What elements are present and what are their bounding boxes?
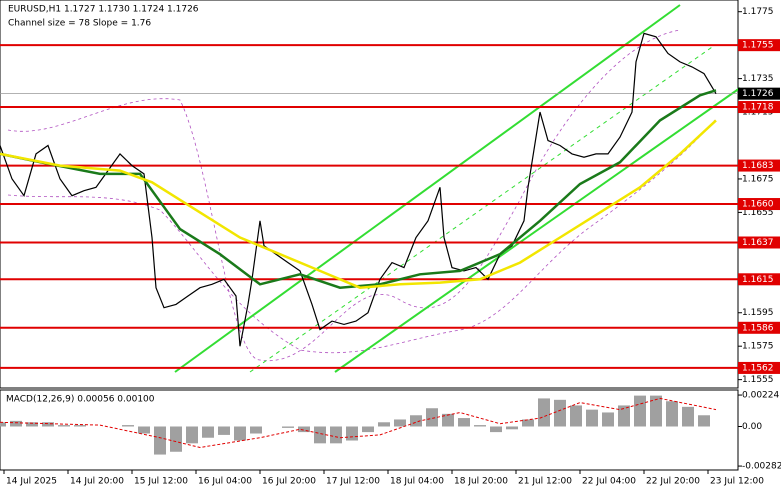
macd-bar: [42, 422, 54, 427]
chart-subtitle: Channel size = 78 Slope = 1.76: [8, 19, 151, 29]
band-lower: [7, 119, 716, 354]
level-label: 1.1683: [742, 161, 774, 171]
y-tick-label: -0.00282: [742, 462, 781, 472]
channel-upper: [174, 4, 681, 373]
macd-bar: [666, 401, 678, 427]
channel-middle: [249, 44, 716, 373]
macd-bar: [602, 412, 614, 427]
level-label: 1.1562: [742, 363, 774, 373]
chart-title: EURUSD,H1 1.1727 1.1730 1.1724 1.1726: [8, 5, 199, 15]
signal-line: [0, 397, 717, 449]
price-line: [0, 119, 717, 289]
macd-bar: [474, 425, 486, 427]
y-tick-label: 1.1575: [742, 342, 774, 352]
level-label-box: [738, 361, 780, 374]
macd-bar: [410, 415, 422, 427]
y-tick-label: 0.00: [742, 422, 762, 432]
macd-bar: [426, 408, 438, 427]
x-tick-label: 15 Jul 12:00: [134, 477, 188, 487]
macd-bar: [378, 422, 390, 427]
level-label: 1.1660: [742, 200, 774, 210]
macd-bar: [634, 395, 646, 427]
macd-bar: [10, 420, 22, 427]
macd-bar: [154, 426, 166, 455]
level-label: 1.1615: [742, 275, 774, 285]
x-tick-label: 18 Jul 04:00: [390, 477, 444, 487]
macd-bar: [0, 422, 6, 427]
macd-bar: [346, 426, 358, 441]
macd-bar: [586, 409, 598, 427]
x-tick-label: 21 Jul 12:00: [518, 477, 572, 487]
x-tick-label: 23 Jul 12:00: [710, 477, 764, 487]
level-label: 1.1755: [742, 41, 774, 51]
macd-bar: [554, 399, 566, 427]
y-tick-label: 1.1655: [742, 208, 774, 218]
macd-bar: [330, 426, 342, 444]
level-label-box: [738, 39, 780, 52]
macd-bar: [538, 398, 550, 427]
level-label: 1.1586: [742, 323, 774, 333]
macd-bar: [442, 413, 454, 427]
macd-bar: [682, 406, 694, 427]
level-label: 1.1718: [742, 103, 774, 113]
macd-bar: [122, 425, 134, 427]
price-line: [0, 32, 717, 347]
macd-bar: [234, 426, 246, 441]
y-tick-label: 1.1735: [742, 74, 774, 84]
macd-bar: [522, 419, 534, 427]
last-price-box: [738, 87, 780, 100]
y-tick-label: 0.00224: [742, 391, 779, 401]
macd-bar: [490, 426, 502, 433]
price-pane: [0, 0, 739, 389]
y-tick-label: 1.1595: [742, 308, 774, 318]
last-price-label: 1.1726: [742, 89, 774, 99]
price-line: [0, 89, 717, 289]
macd-bar: [298, 426, 310, 433]
macd-bar: [170, 426, 182, 452]
macd-bar: [58, 425, 70, 427]
macd-bar: [202, 426, 214, 438]
x-tick-label: 22 Jul 20:00: [646, 477, 700, 487]
y-tick-label: 1.1775: [742, 7, 774, 17]
macd-bar: [650, 395, 662, 427]
macd-bar: [282, 426, 294, 428]
macd-bar: [218, 426, 230, 435]
x-tick-label: 16 Jul 20:00: [262, 477, 316, 487]
level-label-box: [738, 273, 780, 286]
y-tick-label: 1.1675: [742, 174, 774, 184]
level-label-box: [738, 159, 780, 172]
macd-bar: [314, 426, 326, 444]
macd-bar: [394, 419, 406, 427]
macd-bar: [26, 422, 38, 427]
macd-bar: [138, 426, 150, 434]
macd-bar: [506, 426, 518, 430]
level-label-box: [738, 101, 780, 114]
macd-bar: [618, 405, 630, 427]
level-label-box: [738, 321, 780, 334]
macd-bar: [458, 418, 470, 427]
macd-bar: [74, 425, 86, 427]
macd-title: MACD(12,26,9) 0.00056 0.00100: [6, 395, 155, 405]
x-tick-label: 17 Jul 12:00: [326, 477, 380, 487]
level-label: 1.1637: [742, 238, 774, 248]
x-tick-label: 16 Jul 04:00: [198, 477, 252, 487]
macd-bar: [570, 405, 582, 427]
macd-bar: [698, 415, 710, 427]
macd-bar: [362, 426, 374, 433]
macd-bar: [186, 426, 198, 444]
y-tick-label: 1.1555: [742, 375, 774, 385]
level-label-box: [738, 236, 780, 249]
x-tick-label: 22 Jul 04:00: [582, 477, 636, 487]
x-tick-label: 14 Jul 20:00: [70, 477, 124, 487]
channel-lower: [334, 87, 741, 373]
macd-bar: [250, 426, 262, 434]
level-label-box: [738, 198, 780, 211]
x-tick-label: 14 Jul 2025: [6, 477, 57, 487]
x-tick-label: 18 Jul 20:00: [454, 477, 508, 487]
